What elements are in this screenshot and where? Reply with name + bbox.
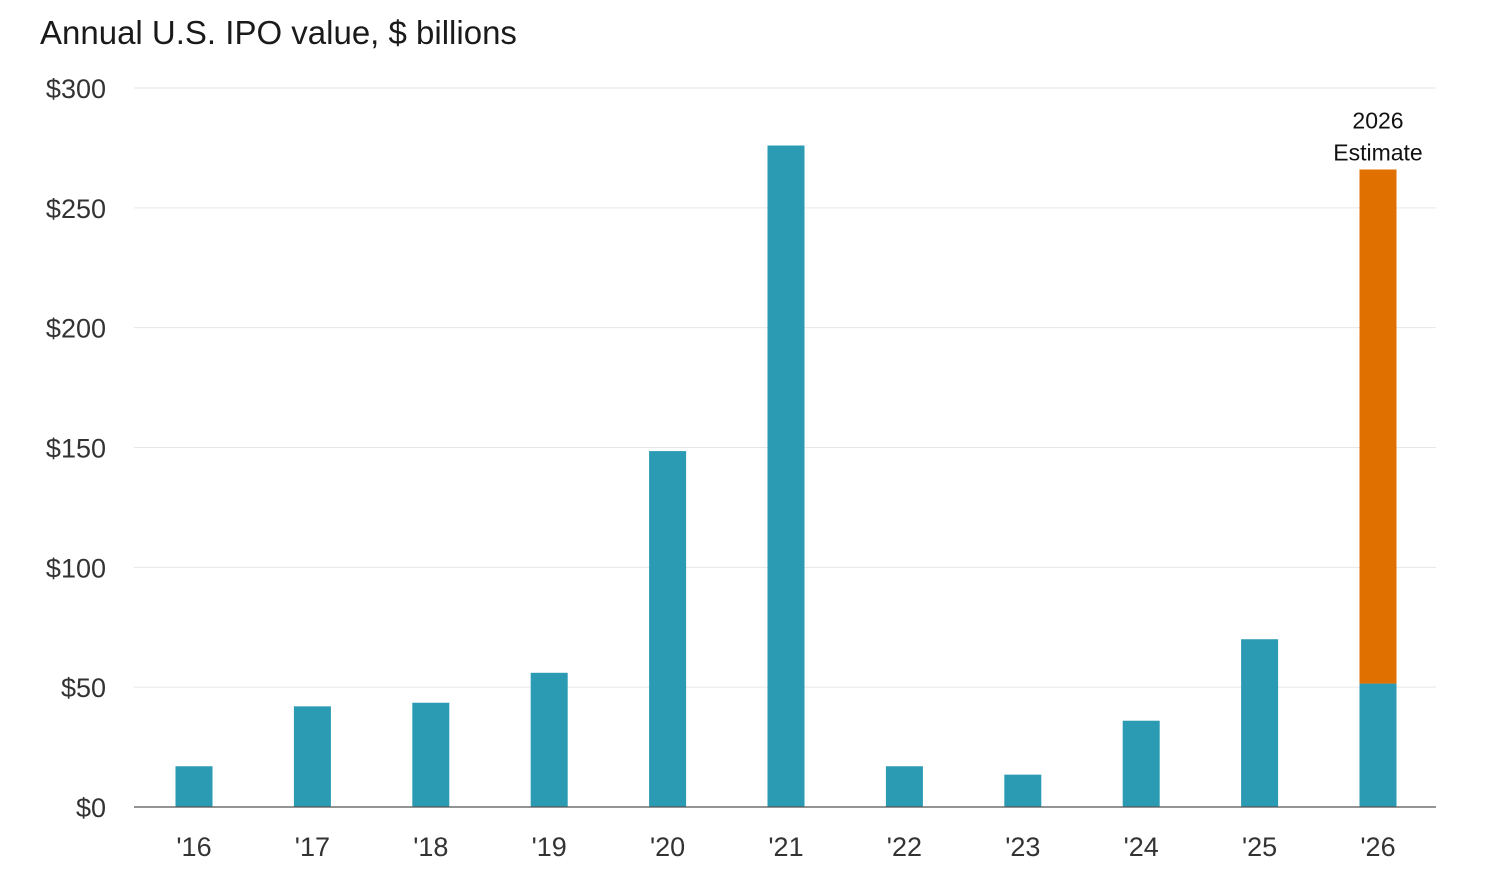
y-tick-label: $300 xyxy=(46,74,106,104)
x-tick-label: '24 xyxy=(1124,832,1159,862)
y-tick-label: $200 xyxy=(46,314,106,344)
x-tick-label: '25 xyxy=(1242,832,1277,862)
x-tick-label: '23 xyxy=(1005,832,1040,862)
bar xyxy=(293,706,331,807)
bar xyxy=(885,766,923,807)
x-tick-label: '20 xyxy=(650,832,685,862)
chart-title: Annual U.S. IPO value, $ billions xyxy=(40,14,517,51)
bar xyxy=(649,451,687,807)
x-tick-label: '18 xyxy=(413,832,448,862)
bar xyxy=(175,766,213,807)
y-tick-label: $50 xyxy=(61,673,106,703)
estimate-annotation-line: 2026 xyxy=(1352,107,1403,133)
y-tick-label: $150 xyxy=(46,434,106,464)
x-tick-label: '22 xyxy=(887,832,922,862)
y-tick-label: $0 xyxy=(76,793,106,823)
bar xyxy=(530,672,568,807)
bar xyxy=(1359,683,1397,807)
x-tick-label: '21 xyxy=(768,832,803,862)
bar xyxy=(1122,720,1160,807)
x-tick-label: '16 xyxy=(176,832,211,862)
y-tick-label: $100 xyxy=(46,553,106,583)
bar xyxy=(1004,774,1042,807)
labels: $0 $50 $100 $150 $200 $250 $300 '16 '17 '18 '19 '20… xyxy=(46,74,1423,862)
bar-estimate xyxy=(1359,169,1397,684)
bar xyxy=(1241,639,1279,807)
estimate-annotation-line: Estimate xyxy=(1333,139,1422,165)
x-tick-label: '17 xyxy=(295,832,330,862)
bar xyxy=(412,702,450,807)
bars xyxy=(175,145,1397,807)
bar xyxy=(767,145,805,807)
x-tick-label: '19 xyxy=(532,832,567,862)
x-tick-label: '26 xyxy=(1360,832,1395,862)
y-tick-label: $250 xyxy=(46,194,106,224)
